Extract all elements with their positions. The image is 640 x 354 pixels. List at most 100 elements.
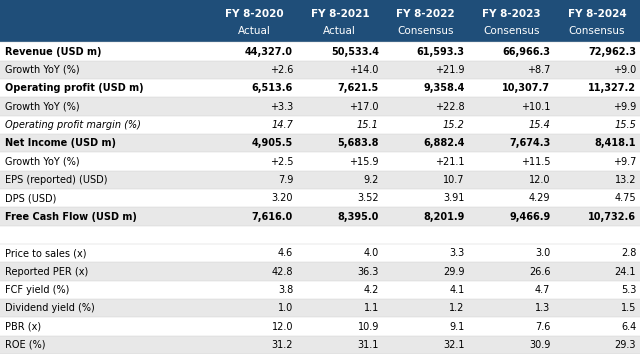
Text: ROE (%): ROE (%): [5, 340, 45, 350]
Text: 12.0: 12.0: [271, 321, 293, 331]
Text: Consensus: Consensus: [483, 25, 540, 36]
Bar: [0, 97, 640, 116]
Text: FY 8-2023: FY 8-2023: [482, 8, 541, 19]
Text: 4.75: 4.75: [614, 193, 636, 203]
Text: 15.1: 15.1: [357, 120, 379, 130]
Text: 3.52: 3.52: [357, 193, 379, 203]
Text: 11,327.2: 11,327.2: [588, 83, 636, 93]
Text: 4.0: 4.0: [364, 248, 379, 258]
Text: Operating profit margin (%): Operating profit margin (%): [5, 120, 141, 130]
Bar: [0, 61, 640, 79]
Text: Price to sales (x): Price to sales (x): [5, 248, 86, 258]
Bar: [0, 79, 640, 97]
Text: 29.3: 29.3: [614, 340, 636, 350]
Text: 15.2: 15.2: [443, 120, 465, 130]
Text: 15.5: 15.5: [614, 120, 636, 130]
Text: 3.8: 3.8: [278, 285, 293, 295]
Text: +8.7: +8.7: [527, 65, 550, 75]
Text: FY 8-2020: FY 8-2020: [225, 8, 284, 19]
Text: 1.1: 1.1: [364, 303, 379, 313]
Text: 4,905.5: 4,905.5: [252, 138, 293, 148]
Bar: [0, 171, 640, 189]
Text: 44,327.0: 44,327.0: [245, 47, 293, 57]
Bar: [0, 317, 640, 336]
Bar: [0, 134, 640, 153]
Text: 4.29: 4.29: [529, 193, 550, 203]
Text: 7,621.5: 7,621.5: [338, 83, 379, 93]
Text: DPS (USD): DPS (USD): [5, 193, 56, 203]
Text: 26.6: 26.6: [529, 267, 550, 276]
Text: Reported PER (x): Reported PER (x): [5, 267, 88, 276]
Text: 5,683.8: 5,683.8: [337, 138, 379, 148]
Text: Net Income (USD m): Net Income (USD m): [5, 138, 116, 148]
Text: 6.4: 6.4: [621, 321, 636, 331]
Text: 14.7: 14.7: [271, 120, 293, 130]
Bar: [0, 281, 640, 299]
Text: 1.3: 1.3: [535, 303, 550, 313]
Bar: [0, 153, 640, 171]
Text: +22.8: +22.8: [435, 102, 465, 112]
Text: 30.9: 30.9: [529, 340, 550, 350]
Text: 15.4: 15.4: [529, 120, 550, 130]
Text: 9.1: 9.1: [449, 321, 465, 331]
Bar: [0, 189, 640, 207]
Text: 1.0: 1.0: [278, 303, 293, 313]
Text: 3.91: 3.91: [444, 193, 465, 203]
Text: 4.6: 4.6: [278, 248, 293, 258]
Text: 29.9: 29.9: [443, 267, 465, 276]
Text: EPS (reported) (USD): EPS (reported) (USD): [5, 175, 108, 185]
Text: 9.2: 9.2: [364, 175, 379, 185]
Text: +9.7: +9.7: [612, 156, 636, 167]
Text: +10.1: +10.1: [521, 102, 550, 112]
Text: 7,616.0: 7,616.0: [252, 212, 293, 222]
Text: 1.2: 1.2: [449, 303, 465, 313]
Text: 50,533.4: 50,533.4: [331, 47, 379, 57]
Text: Free Cash Flow (USD m): Free Cash Flow (USD m): [5, 212, 137, 222]
Text: 3.3: 3.3: [449, 248, 465, 258]
Text: +2.6: +2.6: [269, 65, 293, 75]
Text: 7,674.3: 7,674.3: [509, 138, 550, 148]
Text: Growth YoY (%): Growth YoY (%): [5, 65, 80, 75]
Text: 4.7: 4.7: [535, 285, 550, 295]
Text: 10,307.7: 10,307.7: [502, 83, 550, 93]
Text: 2.8: 2.8: [621, 248, 636, 258]
Text: 3.0: 3.0: [535, 248, 550, 258]
Text: 7.9: 7.9: [278, 175, 293, 185]
Text: 24.1: 24.1: [614, 267, 636, 276]
Text: 8,201.9: 8,201.9: [423, 212, 465, 222]
Text: FY 8-2024: FY 8-2024: [568, 8, 627, 19]
Bar: [0, 299, 640, 317]
Text: Operating profit (USD m): Operating profit (USD m): [5, 83, 144, 93]
Text: 1.5: 1.5: [621, 303, 636, 313]
Text: 31.2: 31.2: [271, 340, 293, 350]
Text: 36.3: 36.3: [358, 267, 379, 276]
Text: +17.0: +17.0: [349, 102, 379, 112]
Text: 42.8: 42.8: [271, 267, 293, 276]
Text: 10.7: 10.7: [443, 175, 465, 185]
Text: 10.9: 10.9: [358, 321, 379, 331]
Text: 4.1: 4.1: [449, 285, 465, 295]
Text: Consensus: Consensus: [569, 25, 625, 36]
Text: 3.20: 3.20: [271, 193, 293, 203]
Text: 10,732.6: 10,732.6: [588, 212, 636, 222]
Text: 31.1: 31.1: [358, 340, 379, 350]
Text: Growth YoY (%): Growth YoY (%): [5, 156, 80, 167]
Text: +11.5: +11.5: [521, 156, 550, 167]
Text: Dividend yield (%): Dividend yield (%): [5, 303, 95, 313]
Text: 12.0: 12.0: [529, 175, 550, 185]
Text: Consensus: Consensus: [397, 25, 454, 36]
Text: 5.3: 5.3: [621, 285, 636, 295]
Bar: [0, 0, 640, 42]
Text: +21.1: +21.1: [435, 156, 465, 167]
Bar: [0, 207, 640, 226]
Text: FY 8-2022: FY 8-2022: [396, 8, 455, 19]
Text: 7.6: 7.6: [535, 321, 550, 331]
Bar: [0, 42, 640, 61]
Text: +21.9: +21.9: [435, 65, 465, 75]
Text: Revenue (USD m): Revenue (USD m): [5, 47, 102, 57]
Text: FY 8-2021: FY 8-2021: [310, 8, 369, 19]
Text: Actual: Actual: [237, 25, 271, 36]
Text: +15.9: +15.9: [349, 156, 379, 167]
Bar: [0, 336, 640, 354]
Text: 9,466.9: 9,466.9: [509, 212, 550, 222]
